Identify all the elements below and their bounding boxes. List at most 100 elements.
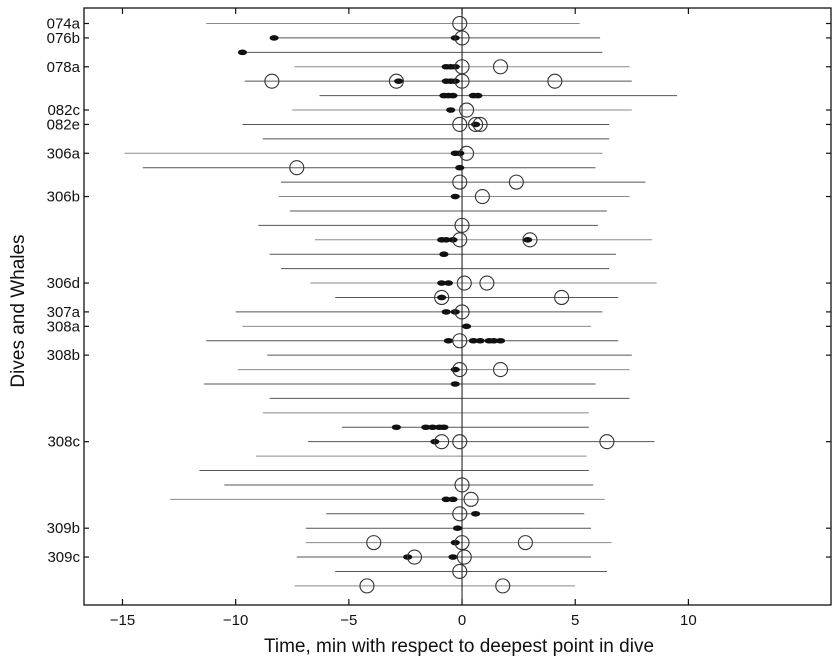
- data-point-open: [468, 116, 484, 132]
- data-point-filled: [473, 92, 483, 99]
- data-point-open: [459, 145, 475, 161]
- y-tick-label: 308c: [47, 434, 80, 451]
- data-point-open: [452, 333, 468, 349]
- y-tick-label: 078a: [47, 59, 81, 76]
- data-point-open: [472, 116, 488, 132]
- data-point-filled: [471, 121, 481, 128]
- data-point-filled: [495, 337, 506, 344]
- data-point-filled: [489, 337, 499, 344]
- y-tick-label: 082c: [47, 102, 80, 119]
- x-tick-label: 10: [680, 612, 697, 629]
- data-point-open: [492, 59, 509, 75]
- data-point-open: [434, 434, 450, 450]
- y-tick-label: 306b: [47, 189, 80, 206]
- data-point-open: [479, 275, 495, 291]
- data-point-filled: [475, 337, 485, 344]
- data-point-filled: [461, 323, 472, 330]
- data-point-open: [454, 73, 470, 89]
- data-point-filled: [437, 280, 447, 286]
- data-point-filled: [394, 78, 404, 84]
- y-tick-label: 076b: [47, 30, 80, 47]
- data-point-filled: [443, 280, 454, 286]
- dive-lines: [124, 23, 678, 587]
- data-point-open: [459, 102, 475, 118]
- data-point-filled: [237, 49, 248, 56]
- data-point-filled: [450, 193, 460, 200]
- data-point-filled: [428, 424, 438, 431]
- data-point-open: [456, 275, 472, 291]
- y-tick-label: 308a: [47, 318, 81, 335]
- data-point-open: [388, 73, 404, 89]
- y-tick-label: 082e: [47, 116, 80, 133]
- data-point-open: [454, 535, 470, 551]
- data-point-open: [452, 563, 468, 580]
- data-point-filled: [450, 381, 460, 387]
- data-point-open: [454, 304, 470, 320]
- data-point-open: [452, 506, 468, 522]
- data-point-open: [456, 549, 472, 565]
- data-point-open: [359, 578, 375, 594]
- data-point-open: [554, 289, 570, 306]
- data-point-open: [289, 160, 305, 176]
- data-point-filled: [471, 510, 481, 517]
- data-point-filled: [421, 424, 431, 431]
- data-point-open: [452, 174, 468, 190]
- data-point-open: [454, 30, 470, 46]
- y-tick-label: 306a: [47, 145, 81, 162]
- x-tick-label: 5: [571, 612, 579, 629]
- x-tick-label: −5: [340, 612, 357, 629]
- x-tick-label: −15: [110, 612, 135, 629]
- y-tick-label: 306d: [47, 275, 80, 292]
- data-point-open: [522, 232, 538, 248]
- data-point-open: [452, 232, 468, 248]
- data-point-open: [452, 434, 468, 450]
- data-point-filled: [448, 554, 458, 560]
- y-tick-label: 307a: [47, 304, 81, 321]
- data-point-open: [454, 217, 470, 233]
- plot-frame: [83, 7, 832, 606]
- markers: [237, 15, 615, 594]
- data-point-filled: [448, 496, 458, 503]
- data-point-open: [508, 174, 524, 190]
- data-point-open: [495, 578, 511, 594]
- data-point-open: [406, 549, 423, 565]
- data-point-filled: [523, 237, 533, 243]
- data-point-open: [463, 491, 479, 507]
- data-point-filled: [468, 337, 478, 344]
- data-point-open: [454, 477, 470, 493]
- data-point-filled: [446, 107, 456, 113]
- data-point-open: [547, 73, 563, 89]
- data-point-open: [492, 362, 509, 378]
- x-axis-title: Time, min with respect to deepest point …: [264, 636, 654, 657]
- data-point-filled: [441, 496, 451, 503]
- data-point-open: [599, 434, 615, 450]
- x-axis-ticks: −15 −10 −5 0 5 10: [110, 8, 697, 629]
- data-point-filled: [450, 366, 460, 373]
- data-point-open: [517, 535, 533, 551]
- x-tick-label: 0: [458, 612, 466, 629]
- data-point-filled: [441, 309, 451, 315]
- data-point-filled: [441, 237, 451, 243]
- data-point-filled: [455, 164, 465, 171]
- data-point-filled: [391, 424, 401, 431]
- data-point-filled: [269, 35, 279, 41]
- y-tick-label: 308b: [47, 347, 80, 364]
- y-tick-label: 309c: [47, 549, 80, 566]
- data-point-open: [452, 15, 468, 32]
- data-point-open: [452, 362, 468, 378]
- y-axis-title: Dives and Whales: [8, 234, 29, 387]
- data-point-filled: [439, 424, 449, 431]
- data-point-filled: [443, 337, 454, 344]
- data-point-filled: [437, 294, 447, 301]
- data-point-open: [264, 73, 280, 89]
- data-point-open: [452, 116, 468, 132]
- data-point-open: [474, 188, 490, 205]
- data-point-open: [434, 289, 450, 306]
- x-tick-label: −10: [223, 612, 248, 629]
- data-point-open: [366, 535, 382, 551]
- data-point-filled: [448, 92, 458, 99]
- y-tick-label: 074a: [47, 16, 81, 33]
- data-point-filled: [452, 525, 463, 531]
